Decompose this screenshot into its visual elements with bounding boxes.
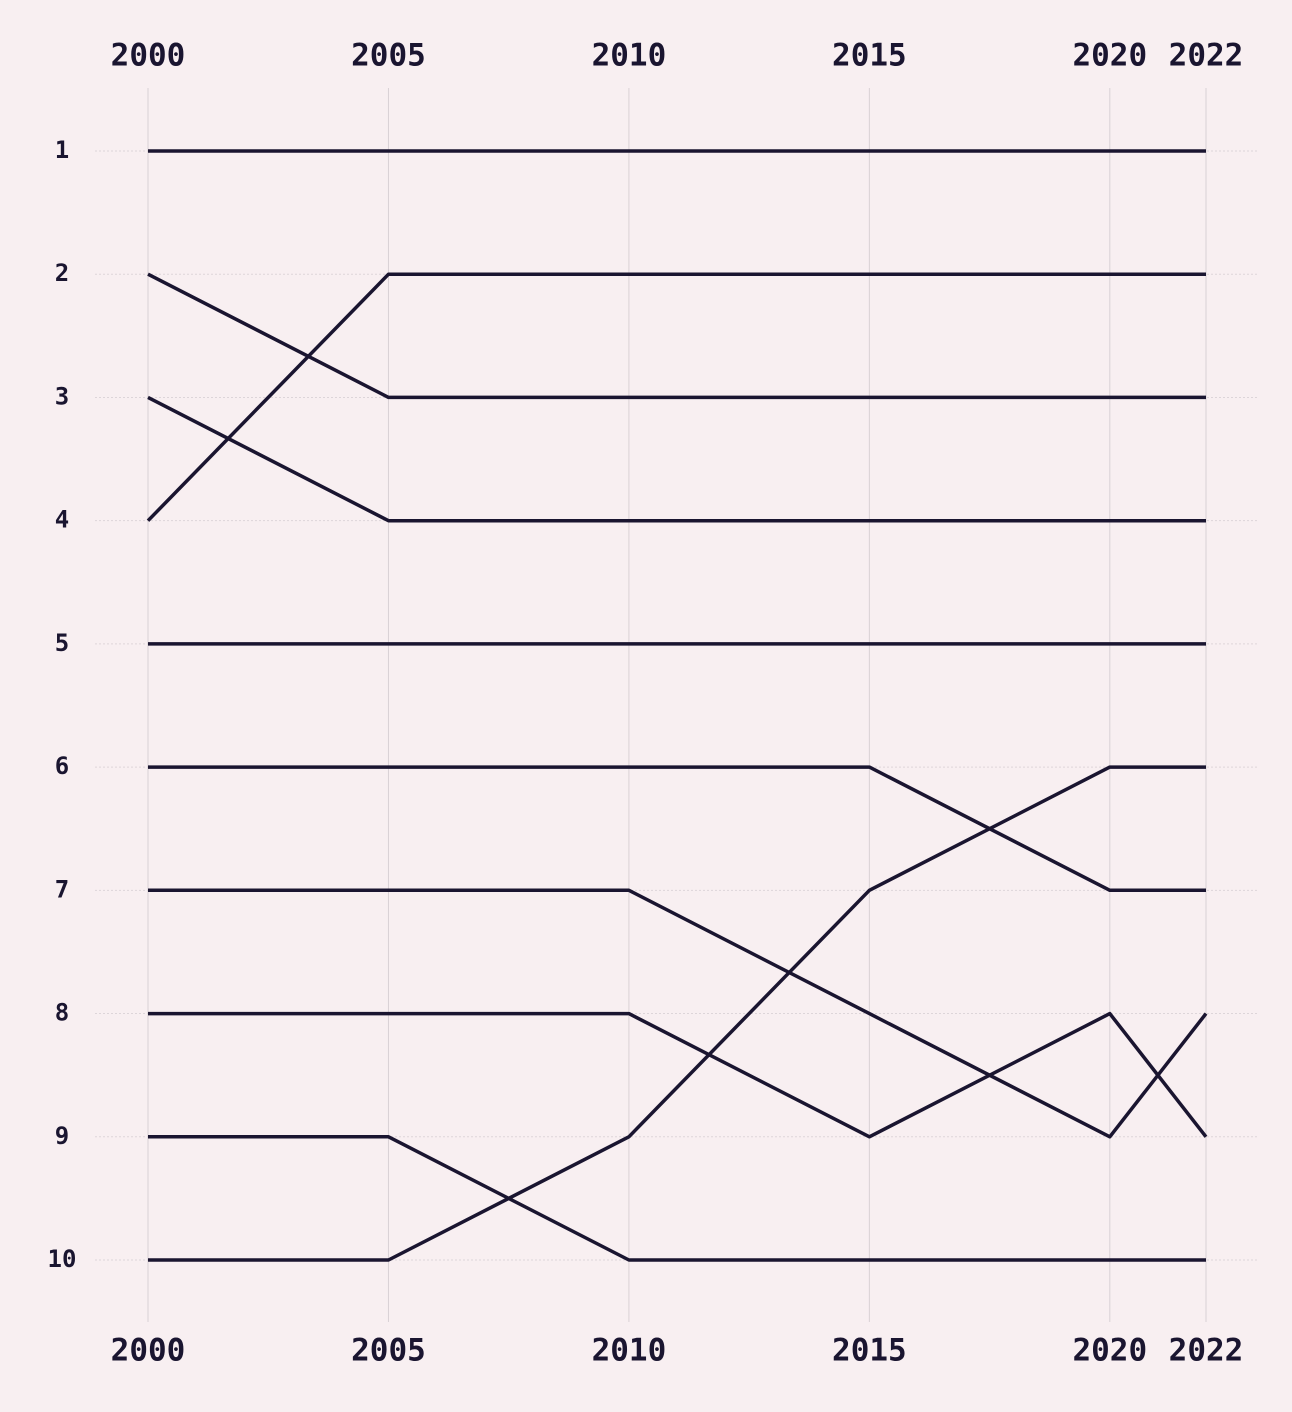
x-tick-label-bottom: 2005 [351, 1333, 426, 1369]
series-line-8 [148, 1011, 1208, 1139]
series-line-6 [148, 765, 1206, 893]
x-axis-bottom: 2000 2005 2010 2015 2020 2022 [111, 1333, 1244, 1369]
x-tick-label-top: 2015 [832, 38, 907, 74]
y-tick-label: 5 [55, 629, 69, 657]
y-tick-label: 7 [55, 875, 69, 903]
y-tick-label: 2 [55, 259, 69, 287]
x-tick-label-top: 2020 [1072, 38, 1147, 74]
y-tick-label: 1 [55, 136, 69, 164]
series-line-3 [147, 395, 1206, 523]
y-tick-label: 8 [55, 999, 69, 1027]
x-tick-label-top: 2010 [592, 38, 667, 74]
series-line-2 [147, 272, 1206, 400]
series-line-4 [146, 272, 1206, 522]
x-tick-label-bottom: 2000 [111, 1333, 186, 1369]
x-axis-top: 2000 2005 2010 2015 2020 2022 [111, 38, 1244, 74]
x-tick-label-bottom: 2022 [1169, 1333, 1244, 1369]
y-tick-label: 9 [55, 1122, 69, 1150]
y-tick-label: 6 [55, 752, 69, 780]
y-tick-label: 3 [55, 382, 69, 410]
x-tick-label-bottom: 2015 [832, 1333, 907, 1369]
y-tick-label: 10 [48, 1245, 77, 1273]
x-tick-label-bottom: 2010 [592, 1333, 667, 1369]
x-tick-label-top: 2022 [1169, 38, 1244, 74]
series-line-7 [148, 888, 1208, 1139]
y-axis: 1 2 3 4 5 6 7 8 9 10 [48, 136, 77, 1273]
series-line-9 [148, 1135, 1206, 1262]
x-tick-label-bottom: 2020 [1072, 1333, 1147, 1369]
x-tick-label-top: 2005 [351, 38, 426, 74]
y-tick-label: 4 [55, 506, 69, 534]
series-layer [146, 149, 1208, 1262]
series-line-10 [148, 765, 1206, 1262]
x-tick-label-top: 2000 [111, 38, 186, 74]
